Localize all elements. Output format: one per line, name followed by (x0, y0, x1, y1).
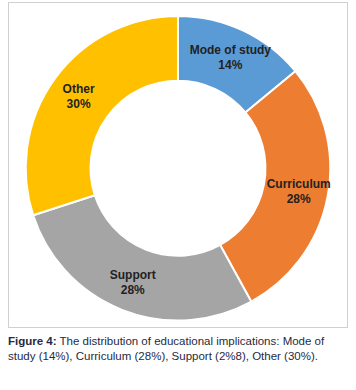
svg-text:28%: 28% (121, 283, 145, 297)
svg-text:Other: Other (63, 82, 95, 96)
svg-text:Support: Support (110, 268, 156, 282)
html-text:Figure 4: The distribution of: Figure 4: The distribution of educationa… (8, 335, 325, 362)
svg-text:Curriculum: Curriculum (267, 177, 331, 191)
svg-text:14%: 14% (218, 58, 242, 72)
svg-text:28%: 28% (287, 192, 311, 206)
svg-text:Mode of study: Mode of study (190, 43, 272, 57)
svg-text:30%: 30% (67, 97, 91, 111)
